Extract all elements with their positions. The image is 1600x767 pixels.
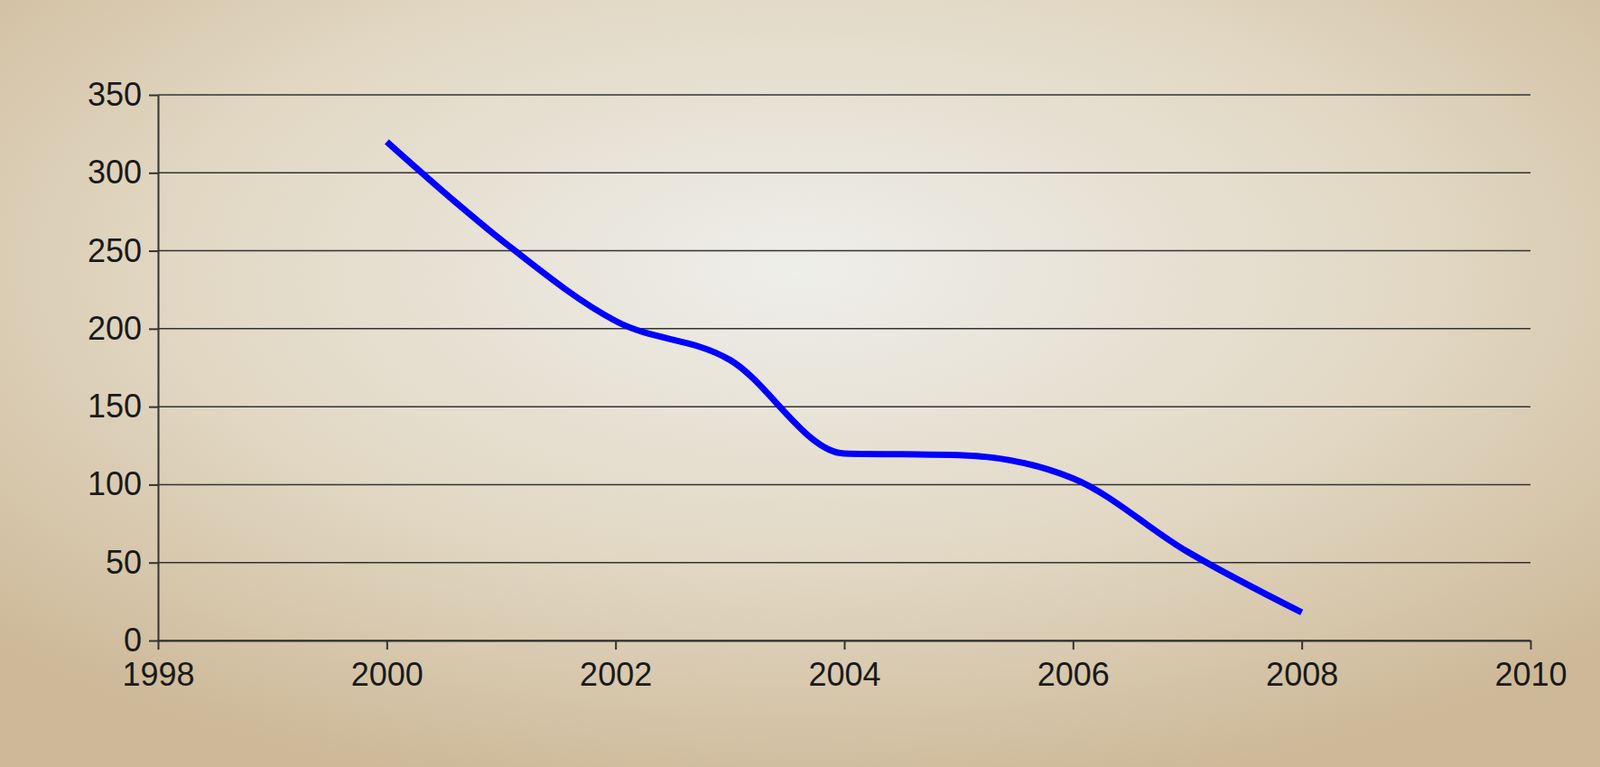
tick: 2002 (579, 640, 652, 693)
tick-mark (1530, 640, 1533, 650)
tick-label: 2004 (808, 655, 881, 693)
grid-line (158, 250, 1531, 252)
tick-mark (1301, 640, 1303, 650)
tick-label: 2000 (351, 655, 424, 693)
tick: 0 (123, 621, 159, 659)
tick-mark (844, 640, 847, 650)
tick-label: 200 (87, 309, 142, 347)
grid-line (158, 172, 1531, 175)
tick: 2006 (1037, 640, 1110, 693)
tick-label: 2006 (1037, 655, 1110, 693)
marks (386, 141, 1302, 613)
tick-label: 50 (105, 543, 142, 581)
tick-label: 1998 (121, 655, 195, 693)
tick: 300 (87, 153, 159, 191)
tick: 200 (87, 309, 159, 347)
tick-label: 2010 (1494, 655, 1567, 693)
tick-label: 100 (87, 465, 142, 503)
tick-mark (614, 640, 617, 650)
tick: 2008 (1265, 640, 1339, 693)
grid (158, 94, 1531, 641)
tick-mark (1072, 640, 1075, 650)
tick-mark (148, 94, 159, 97)
tick-label: 250 (87, 232, 142, 270)
tick-mark (148, 172, 159, 175)
tick: 250 (87, 232, 159, 270)
tick-mark (148, 561, 159, 564)
tick-mark (148, 640, 159, 642)
tick-label: 300 (87, 153, 142, 191)
tick-label: 2002 (579, 655, 652, 693)
grid-line (158, 405, 1531, 408)
tick: 350 (87, 75, 159, 113)
tick: 50 (105, 543, 159, 581)
tick: 150 (87, 387, 159, 425)
tick: 2000 (351, 640, 424, 693)
plot: 1998 2000 2002 2004 2006 2008 2010 0 50 100 150 200… (87, 75, 1568, 693)
tick-mark (148, 406, 159, 409)
tick-label: 2008 (1265, 655, 1339, 693)
background (0, 0, 1600, 767)
axis-line (158, 95, 160, 642)
tick: 2010 (1494, 640, 1567, 693)
tick-label: 0 (123, 621, 142, 659)
grid-line (158, 483, 1531, 486)
tick: 2004 (808, 640, 881, 693)
grid-line (158, 93, 1531, 96)
tick-mark (148, 250, 159, 252)
grid-line (158, 561, 1531, 564)
tick: 100 (87, 465, 159, 503)
x-axis: 1998 2000 2002 2004 2006 2008 2010 (121, 640, 1567, 693)
tick-label: 150 (87, 387, 142, 425)
chart: 1998 2000 2002 2004 2006 2008 2010 0 50 100 150 200… (0, 0, 1600, 767)
tick-mark (148, 327, 159, 330)
y-axis: 0 50 100 150 200 250 300 350 (87, 75, 159, 659)
grid-line (158, 327, 1531, 330)
tick-label: 350 (87, 75, 142, 113)
tick-mark (148, 483, 159, 486)
data-line (386, 141, 1302, 613)
tick-mark (386, 640, 389, 650)
